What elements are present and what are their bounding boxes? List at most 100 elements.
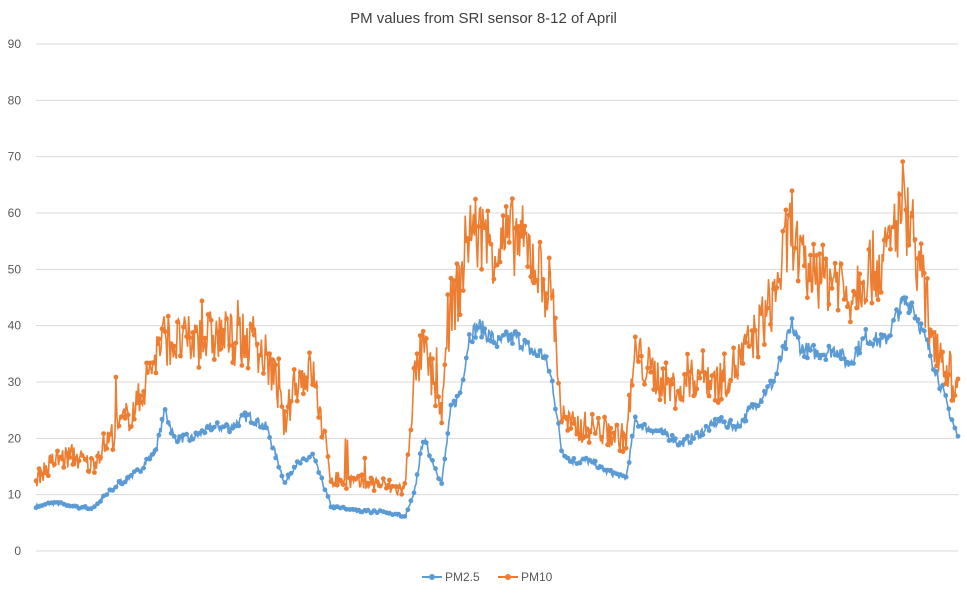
data-point bbox=[703, 423, 709, 429]
data-point bbox=[666, 378, 672, 383]
data-point bbox=[380, 476, 386, 481]
data-point bbox=[762, 388, 767, 394]
data-point bbox=[451, 398, 457, 404]
data-point bbox=[162, 329, 168, 335]
data-point bbox=[147, 456, 153, 462]
data-point bbox=[510, 341, 515, 346]
data-point bbox=[725, 425, 730, 430]
data-point bbox=[423, 336, 429, 341]
data-point bbox=[946, 372, 952, 378]
data-point bbox=[466, 332, 472, 337]
data-point bbox=[307, 350, 312, 356]
data-point bbox=[562, 414, 567, 420]
series-line-pm10 bbox=[35, 161, 959, 497]
data-point bbox=[571, 421, 577, 426]
data-point bbox=[611, 430, 617, 436]
data-point bbox=[559, 419, 564, 424]
data-point bbox=[55, 448, 60, 454]
data-point bbox=[107, 432, 113, 437]
data-point bbox=[632, 414, 638, 420]
data-point bbox=[746, 405, 752, 411]
data-point bbox=[869, 300, 875, 306]
data-point bbox=[138, 393, 143, 398]
data-point bbox=[196, 431, 202, 436]
data-point bbox=[224, 316, 229, 322]
data-point bbox=[758, 311, 764, 316]
legend-label: PM10 bbox=[521, 570, 553, 584]
data-point bbox=[694, 430, 700, 435]
data-point bbox=[949, 417, 955, 423]
data-point bbox=[519, 345, 524, 350]
data-point bbox=[940, 349, 945, 355]
y-tick-label: 20 bbox=[8, 431, 22, 445]
data-point bbox=[841, 297, 847, 302]
data-point bbox=[288, 399, 294, 404]
data-point bbox=[42, 470, 48, 476]
data-point bbox=[230, 360, 236, 365]
data-point bbox=[795, 278, 801, 284]
data-point bbox=[549, 378, 555, 384]
data-point bbox=[623, 474, 629, 480]
data-point bbox=[98, 499, 103, 504]
data-point bbox=[755, 354, 761, 360]
series-line-pm25 bbox=[35, 294, 959, 519]
data-point bbox=[208, 317, 214, 323]
data-point bbox=[924, 276, 930, 281]
data-point bbox=[909, 300, 915, 306]
data-point bbox=[479, 266, 484, 272]
data-point bbox=[553, 315, 558, 321]
data-point bbox=[860, 280, 866, 286]
data-point bbox=[559, 448, 564, 454]
data-point bbox=[525, 339, 531, 345]
data-point bbox=[645, 365, 650, 371]
data-point bbox=[304, 375, 309, 381]
data-point bbox=[565, 455, 571, 461]
data-point bbox=[411, 490, 417, 496]
data-point bbox=[153, 370, 159, 376]
data-point bbox=[165, 420, 171, 425]
data-point bbox=[700, 432, 706, 438]
data-point bbox=[666, 438, 672, 443]
data-point bbox=[897, 192, 902, 198]
data-point bbox=[503, 329, 509, 335]
data-point bbox=[473, 196, 478, 202]
data-point bbox=[439, 420, 445, 426]
data-point bbox=[457, 390, 463, 396]
data-point bbox=[439, 481, 445, 486]
data-point bbox=[506, 240, 512, 245]
data-point bbox=[482, 326, 488, 332]
data-point bbox=[845, 304, 850, 310]
data-point bbox=[82, 457, 88, 462]
data-point bbox=[740, 361, 746, 366]
data-point bbox=[297, 370, 303, 376]
data-point bbox=[276, 356, 282, 362]
chart-title: PM values from SRI sensor 8-12 of April bbox=[350, 10, 617, 27]
data-point bbox=[304, 457, 309, 463]
data-point bbox=[368, 475, 374, 481]
data-point bbox=[374, 479, 380, 484]
data-point bbox=[934, 363, 939, 369]
data-point bbox=[254, 341, 260, 347]
data-point bbox=[857, 350, 863, 356]
data-point bbox=[786, 212, 792, 218]
data-point bbox=[577, 460, 583, 466]
data-point bbox=[897, 310, 902, 316]
data-point bbox=[423, 440, 429, 446]
data-point bbox=[353, 476, 358, 482]
data-point bbox=[688, 440, 693, 445]
data-point bbox=[596, 415, 601, 421]
data-point bbox=[325, 494, 331, 499]
data-point bbox=[829, 348, 835, 354]
data-point bbox=[848, 319, 853, 325]
data-point bbox=[414, 472, 420, 477]
data-point bbox=[878, 290, 884, 295]
data-point bbox=[805, 295, 810, 301]
data-point bbox=[949, 398, 955, 403]
data-point bbox=[703, 371, 709, 376]
y-tick-label: 70 bbox=[8, 150, 22, 164]
data-point bbox=[700, 348, 706, 354]
data-point bbox=[113, 374, 119, 380]
data-point bbox=[568, 426, 574, 431]
data-point bbox=[946, 406, 952, 412]
data-point bbox=[679, 440, 684, 446]
